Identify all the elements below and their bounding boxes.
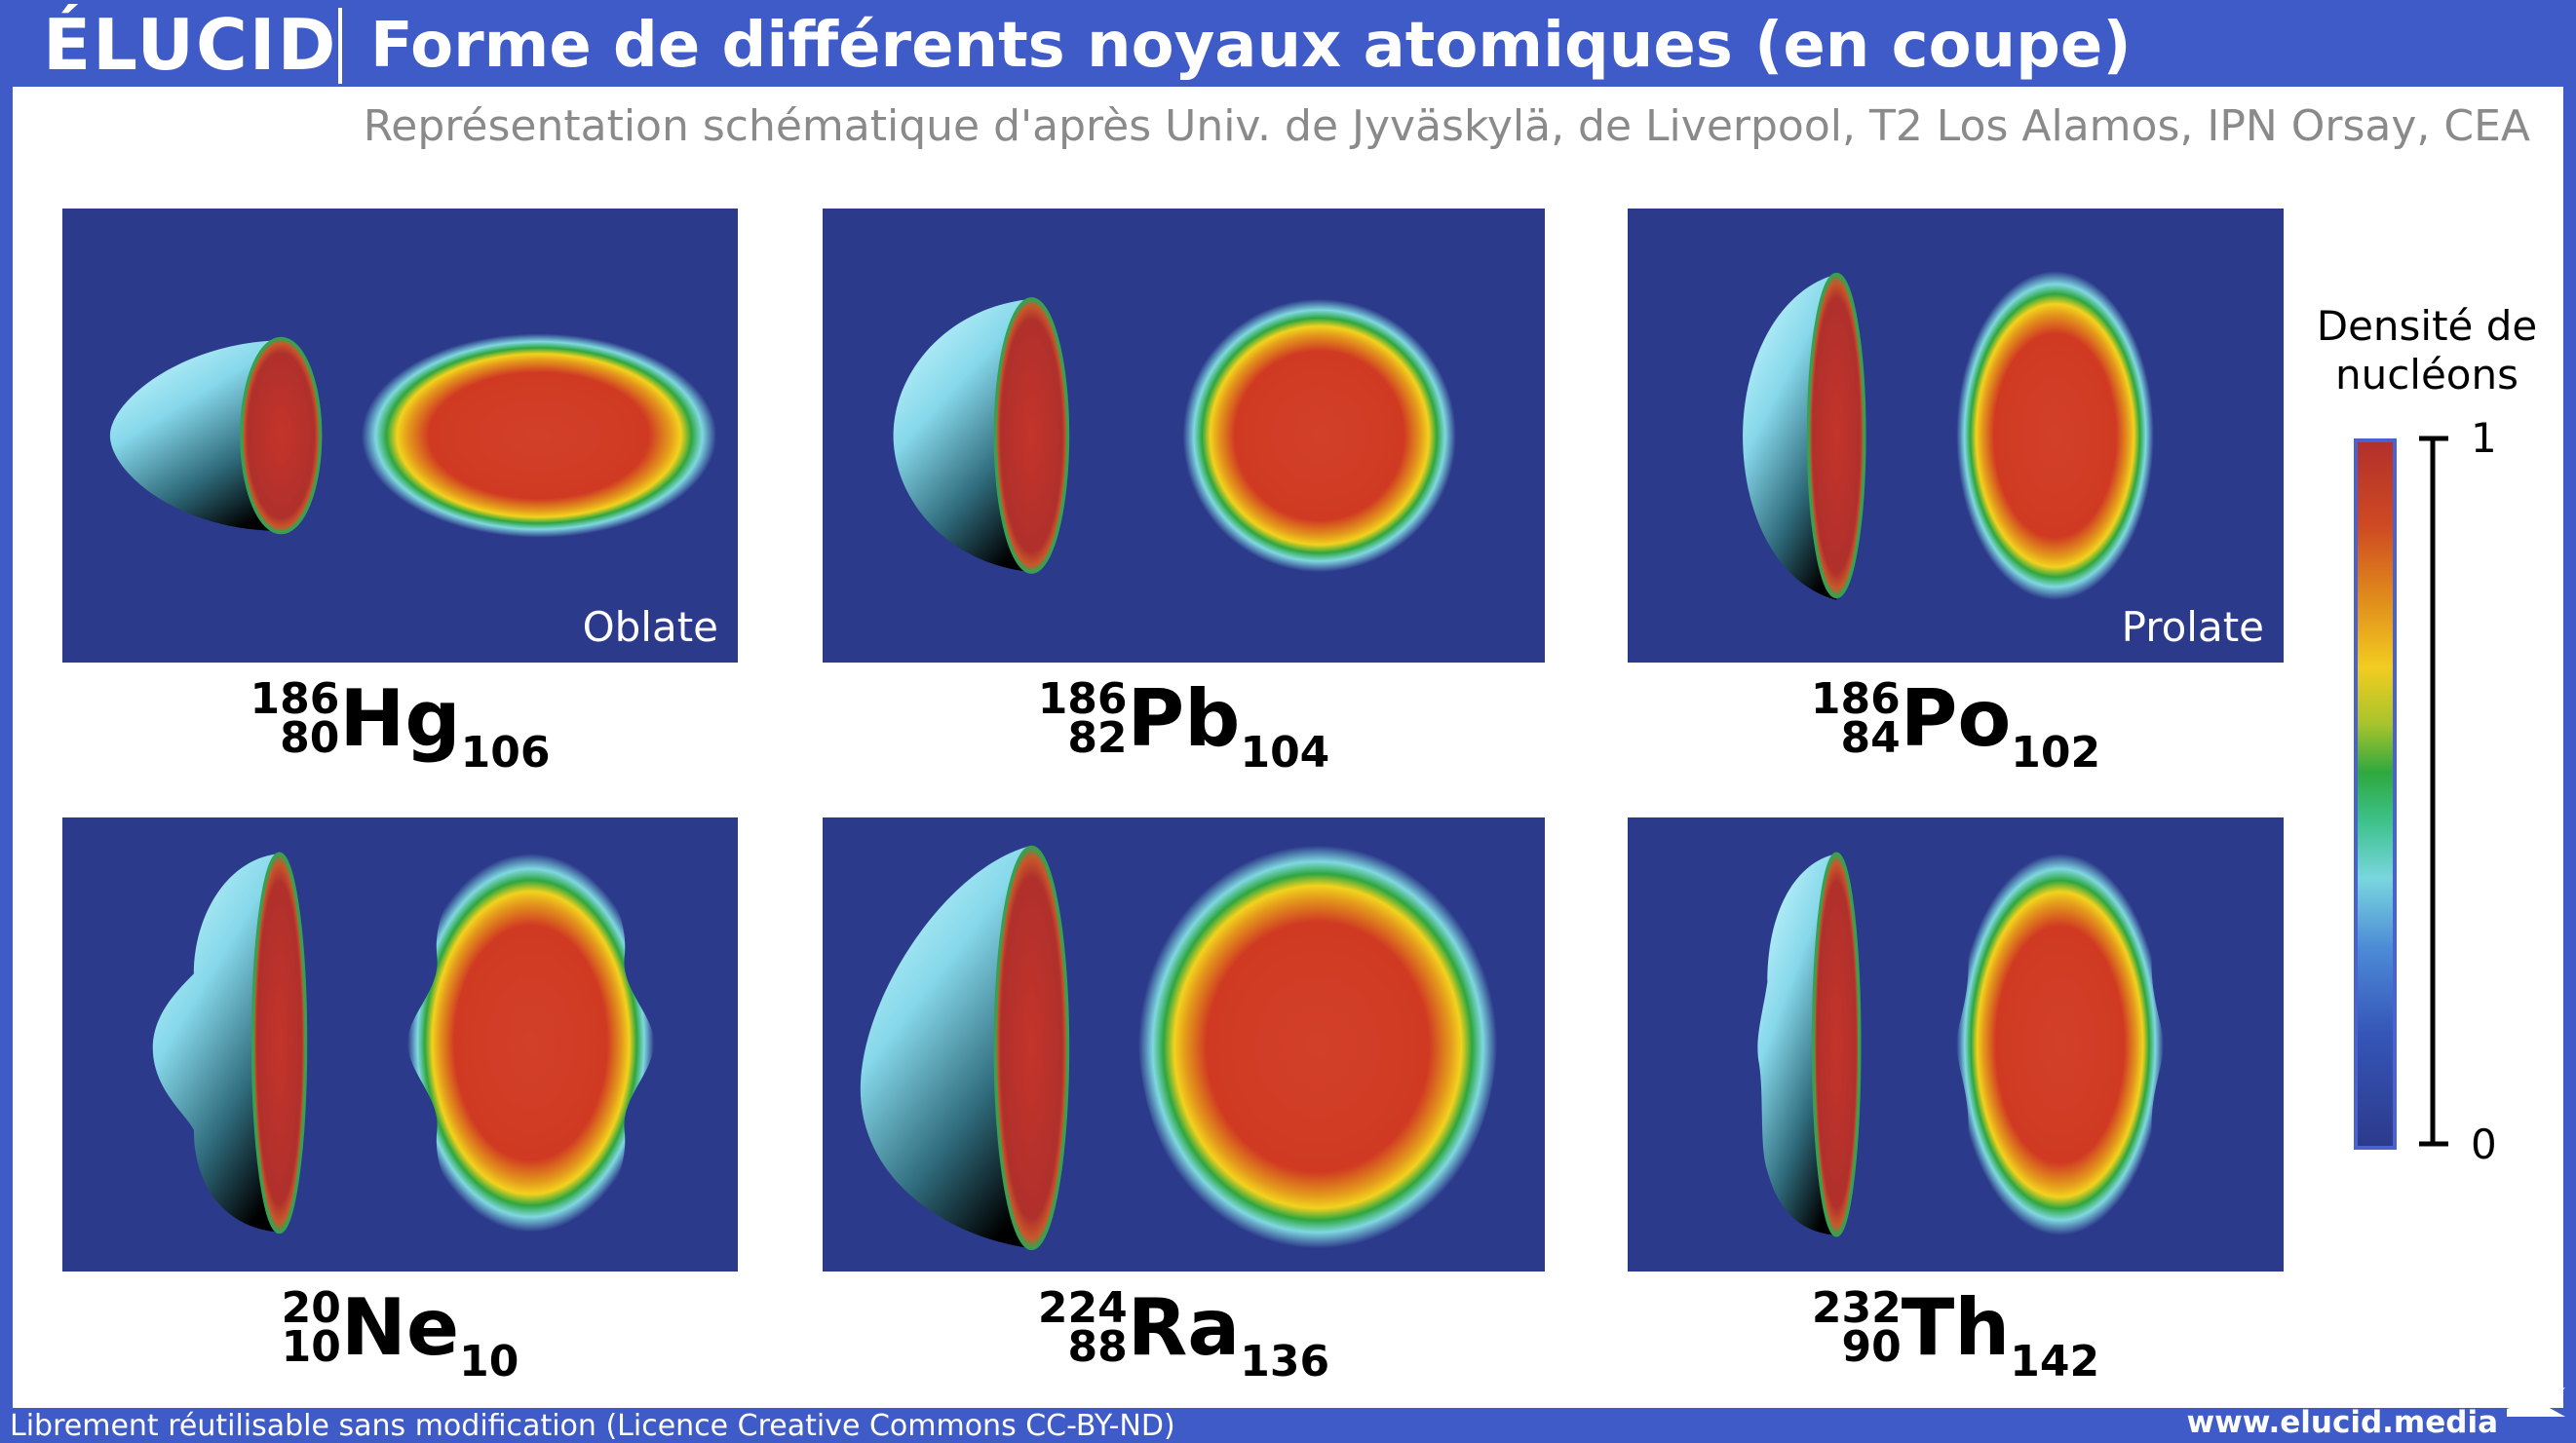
footer-license: Librement réutilisable sans modification…	[10, 1409, 1175, 1443]
footer-website[interactable]: www.elucid.media	[2186, 1405, 2498, 1440]
nucleus-illustration	[1743, 271, 2154, 600]
colorbar-max: 1	[2471, 414, 2497, 462]
nucleus-illustration	[860, 845, 1498, 1251]
mass-number: 186	[250, 674, 340, 725]
neutron-number: 104	[1240, 728, 1330, 778]
nucleus-label: 224 88 Ra 136	[823, 1279, 1545, 1386]
nucleus-label: 186 82 Pb 104	[823, 670, 1545, 778]
colorbar-bracket	[2419, 436, 2448, 1147]
mass-number: 186	[1037, 674, 1128, 725]
nucleus-panel	[823, 209, 1545, 663]
density-section	[1956, 271, 2154, 600]
element-symbol: Th	[1901, 1282, 2011, 1373]
atomic-number: 88	[1067, 1322, 1128, 1372]
nucleus-label: 232 90 Th 142	[1628, 1279, 2284, 1386]
nucleus-illustration	[1757, 852, 2164, 1237]
nucleus-panel	[823, 817, 1545, 1272]
cut-face	[993, 297, 1070, 574]
mass-number: 20	[281, 1283, 341, 1334]
atomic-number: 80	[280, 713, 340, 763]
half-nucleus	[152, 854, 280, 1233]
nucleon-numbers: 186 84	[1810, 674, 1901, 763]
neutron-number: 106	[460, 728, 551, 778]
cut-face	[250, 852, 308, 1234]
cut-face	[1806, 272, 1866, 599]
nucleon-numbers: 232 90	[1811, 1283, 1902, 1372]
nucleus-panel	[1628, 817, 2284, 1272]
nucleus-label: 186 84 Po 102	[1628, 670, 2284, 778]
shape-label: Oblate	[582, 603, 718, 651]
nucleus-illustration	[893, 297, 1456, 574]
nucleus-panel: Oblate	[62, 209, 738, 663]
colorbar-min: 0	[2471, 1120, 2497, 1168]
element-symbol: Po	[1900, 673, 2012, 764]
shape-label: Prolate	[2121, 603, 2264, 651]
density-section	[1956, 854, 2164, 1235]
element-symbol: Ra	[1127, 1282, 1241, 1373]
half-nucleus	[109, 340, 282, 531]
element-symbol: Ne	[340, 1282, 460, 1373]
half-nucleus	[860, 845, 1032, 1249]
neutron-number: 136	[1240, 1337, 1330, 1386]
footer-logo-mark	[2507, 1387, 2565, 1417]
cut-face	[993, 845, 1070, 1251]
mass-number: 232	[1811, 1283, 1902, 1334]
element-symbol: Hg	[339, 673, 461, 764]
density-section	[1182, 298, 1456, 573]
nucleus-illustration	[109, 333, 717, 538]
neutron-number: 10	[459, 1337, 519, 1386]
colorbar-title: Densité de nucléons	[2316, 302, 2538, 399]
colorbar	[2354, 438, 2397, 1150]
atomic-number: 82	[1067, 713, 1128, 763]
atomic-number: 90	[1841, 1322, 1902, 1372]
atomic-number: 10	[281, 1322, 341, 1372]
density-section	[1137, 845, 1498, 1249]
atomic-number: 84	[1840, 713, 1901, 763]
logo: ÉLUCID	[43, 4, 338, 86]
element-symbol: Pb	[1127, 673, 1241, 764]
nucleon-numbers: 224 88	[1037, 1283, 1128, 1372]
nucleus-label: 20 10 Ne 10	[62, 1279, 738, 1386]
nucleus-panel: Prolate	[1628, 209, 2284, 663]
nucleus-illustration	[152, 852, 655, 1234]
nucleon-numbers: 186 80	[250, 674, 340, 763]
divider	[338, 8, 342, 84]
density-section	[407, 854, 655, 1233]
mass-number: 186	[1810, 674, 1901, 725]
neutron-number: 142	[2010, 1337, 2100, 1386]
nucleon-numbers: 186 82	[1037, 674, 1128, 763]
neutron-number: 102	[2011, 728, 2101, 778]
subtitle: Représentation schématique d'après Univ.…	[363, 101, 2530, 151]
nucleus-label: 186 80 Hg 106	[62, 670, 738, 778]
cut-face	[240, 336, 323, 535]
title: Forme de différents noyaux atomiques (en…	[370, 10, 2132, 82]
nucleon-numbers: 20 10	[281, 1283, 341, 1372]
nucleus-panel	[62, 817, 738, 1272]
cut-face	[1811, 852, 1862, 1237]
mass-number: 224	[1037, 1283, 1128, 1334]
density-section	[361, 333, 717, 538]
half-nucleus	[893, 298, 1032, 573]
